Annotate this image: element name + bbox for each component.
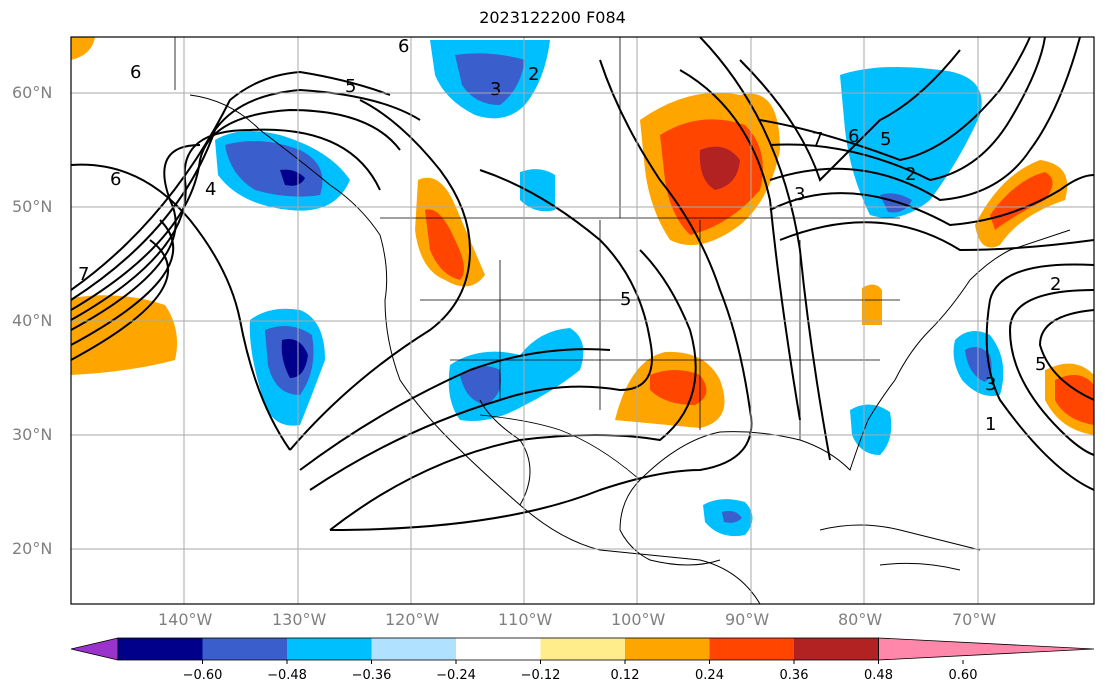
contour-label: 2: [905, 164, 916, 185]
colorbar-extend-max: [878, 637, 1095, 661]
map-frame: [70, 36, 1095, 605]
colorbar-tick-label: 0.36: [779, 668, 809, 683]
contour-label: 5: [620, 289, 631, 310]
colorbar: [70, 637, 1095, 664]
latitude-label: 40°N: [12, 311, 53, 330]
colorbar-tick-label: −0.24: [436, 668, 476, 683]
political-borders: [174, 37, 900, 481]
longitude-label: 110°W: [498, 610, 553, 629]
colorbar-tick-label: −0.12: [520, 668, 561, 683]
contour-label: 5: [345, 76, 356, 97]
colorbar-segment: [625, 638, 710, 660]
colorbar-tick-label: 0.24: [695, 668, 724, 683]
longitude-label: 70°W: [952, 610, 997, 629]
contour-label: 6: [130, 62, 141, 83]
colorbar-tick-label: 0.12: [610, 668, 640, 683]
colorbar-tick-label: −0.36: [351, 668, 392, 683]
colorbar-segment: [202, 638, 288, 660]
contour-label: 4: [205, 179, 216, 200]
contour-label: 5: [880, 129, 891, 150]
contour-label: 3: [985, 374, 996, 395]
colorbar-segment: [709, 638, 795, 660]
coastlines: [189, 94, 1071, 604]
contour-label: 7: [812, 129, 823, 150]
longitude-label: 100°W: [611, 610, 666, 629]
latitude-label: 20°N: [12, 539, 53, 558]
colorbar-tick-label: 0.60: [948, 668, 978, 683]
contour-label: 3: [794, 184, 805, 205]
contour-label: 6: [848, 126, 859, 147]
colorbar-segment: [456, 638, 541, 660]
latitude-label: 30°N: [12, 425, 53, 444]
colorbar-tick-label: −0.60: [182, 668, 223, 683]
longitude-label: 80°W: [838, 610, 883, 629]
contour-label: 6: [110, 169, 121, 190]
contour-label: 2: [1050, 274, 1061, 295]
contour-label: 7: [78, 264, 89, 285]
graticule: [71, 37, 1094, 604]
longitude-label: 140°W: [158, 610, 213, 629]
contour-label: 2: [528, 64, 539, 85]
colorbar-segment: [794, 638, 879, 660]
colorbar-tick-label: −0.48: [267, 668, 307, 683]
colorbar-tick-label: 0.48: [864, 668, 893, 683]
longitude-label: 90°W: [725, 610, 770, 629]
contour-label: 3: [490, 79, 501, 100]
contour-label: 6: [398, 36, 409, 57]
figure-title: 2023122200 F084: [479, 8, 626, 27]
colorbar-segment: [118, 638, 203, 660]
latitude-label: 50°N: [12, 197, 53, 216]
longitude-label: 130°W: [272, 610, 327, 629]
colorbar-extend-min: [70, 637, 119, 661]
contour-label: 1: [985, 414, 996, 435]
latitude-label: 60°N: [12, 83, 53, 102]
contour-label: 5: [1035, 354, 1046, 375]
colorbar-segment: [540, 638, 626, 660]
colorbar-segment: [287, 638, 372, 660]
contour-value-labels: 6 6 5 6 7 4 3 2 7 6 5 2 3 5 3 5 1 2: [78, 36, 1061, 435]
colorbar-frame: [117, 637, 879, 661]
longitude-label: 120°W: [385, 610, 440, 629]
colorbar-segment: [371, 638, 457, 660]
